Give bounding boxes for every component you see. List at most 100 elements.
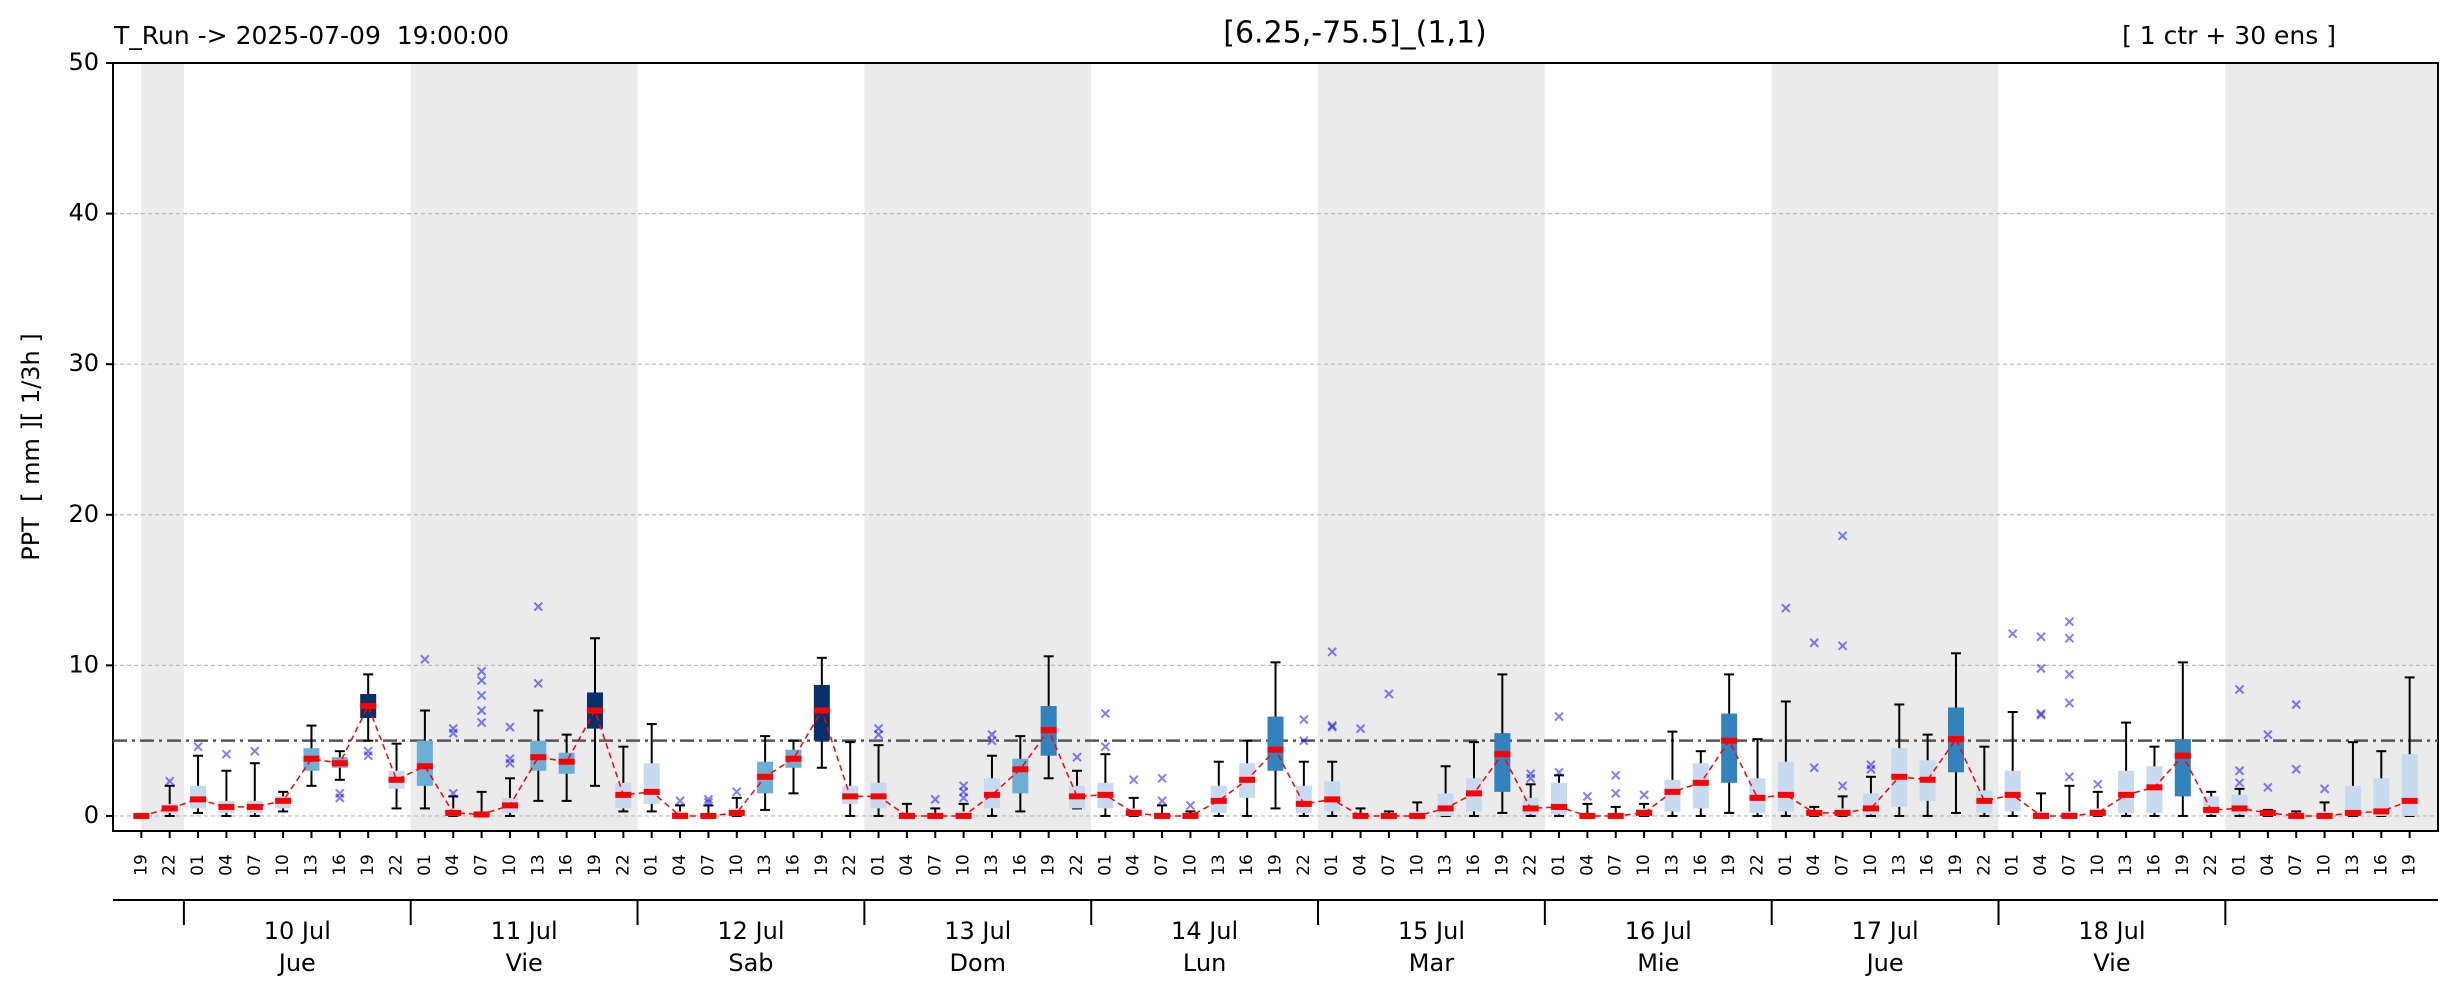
box [1692,763,1709,809]
x-tick-label: 13 [755,854,775,876]
x-tick-label: 07 [698,854,718,876]
x-tick-label: 22 [613,854,633,876]
x-tick-label: 22 [1521,854,1541,876]
outlier [1809,763,1819,773]
outlier [476,675,487,686]
outlier [1554,767,1564,777]
x-tick-label: 07 [1379,854,1399,876]
median-marker [983,791,1000,798]
x-tick-label: 07 [925,854,945,876]
median-marker [2203,806,2220,813]
box [2174,739,2191,797]
outlier [1072,752,1082,762]
outlier [1837,641,1848,651]
x-tick-label: 16 [783,854,803,876]
median-marker [1069,793,1086,800]
x-tick-label: 13 [2343,854,2363,876]
x-tick-label: 22 [840,854,860,876]
box [1437,793,1454,816]
outlier [1129,775,1139,785]
median-marker [643,788,660,795]
median-marker [2344,809,2361,816]
outlier [476,666,487,677]
x-tick-label: 04 [1124,854,1144,876]
day-date: 11 Jul [491,917,558,945]
median-marker [2174,752,2191,759]
day-weekday: Lun [1183,949,1226,977]
outlier [2263,729,2273,740]
median-marker [246,803,263,810]
x-tick-label: 19 [1946,854,1966,876]
x-tick-label: 01 [1776,854,1796,876]
median-marker [275,797,292,804]
outlier [2064,772,2075,782]
x-tick-label: 13 [982,854,1002,876]
median-marker [416,763,433,770]
median-marker [1465,790,1482,797]
box [1777,761,1794,812]
x-tick-label: 13 [301,854,321,876]
outlier [505,722,515,732]
x-tick-label: 04 [2258,854,2278,876]
median-marker [2004,791,2021,798]
outlier [703,797,714,808]
x-tick-label: 01 [642,854,662,876]
median-marker [870,793,887,800]
box [1494,733,1511,792]
x-tick-label: 04 [1351,854,1371,876]
box [1295,785,1312,813]
box [1012,758,1029,794]
median-marker [1210,797,1227,804]
median-marker [530,754,547,761]
x-tick-label: 07 [2286,854,2306,876]
median-marker [1494,751,1511,758]
box [2231,794,2248,815]
x-tick-label: 19 [812,854,832,876]
x-tick-label: 10 [500,854,520,876]
median-marker [1749,794,1766,801]
median-marker [2316,812,2333,819]
day-date: 12 Jul [717,917,784,945]
median-marker [1891,773,1908,780]
median-marker [1806,809,1823,816]
outlier [1100,708,1111,719]
median-marker [1919,776,1936,783]
day-weekday: Mar [1409,949,1454,977]
median-marker [1239,776,1256,783]
outlier [1639,790,1649,800]
median-marker [1295,800,1312,807]
x-tick-label: 01 [1549,854,1569,876]
median-marker [1182,812,1199,819]
x-tick-label: 01 [869,854,889,876]
outlier [335,788,345,799]
median-marker [2288,812,2305,819]
median-marker [1154,812,1171,819]
x-tick-label: 07 [245,854,265,876]
outlier [448,723,458,734]
median-marker [2373,808,2390,815]
y-axis-label: PPT [ mm ][ 1/3h ] [17,333,45,560]
x-tick-label: 07 [2059,854,2079,876]
median-marker [1267,746,1284,753]
median-marker [672,812,689,819]
x-tick-label: 10 [1180,854,1200,876]
median-marker [331,760,348,767]
day-weekday: Jue [1865,949,1904,977]
median-marker [473,811,490,818]
outlier [1866,760,1876,770]
x-tick-label: 19 [1266,854,1286,876]
y-tick-label: 0 [84,801,99,829]
median-marker [2033,812,2050,819]
outlier [1525,769,1536,779]
x-tick-label: 16 [330,854,350,876]
outlier [1554,711,1564,722]
outlier [221,749,232,759]
outlier [732,787,742,797]
x-tick-label: 13 [528,854,548,876]
median-marker [1862,805,1879,812]
box [2004,770,2021,812]
x-tick-label: 13 [1662,854,1682,876]
x-tick-label: 04 [670,854,690,876]
y-tick-label: 40 [68,199,99,227]
outlier [193,741,203,752]
